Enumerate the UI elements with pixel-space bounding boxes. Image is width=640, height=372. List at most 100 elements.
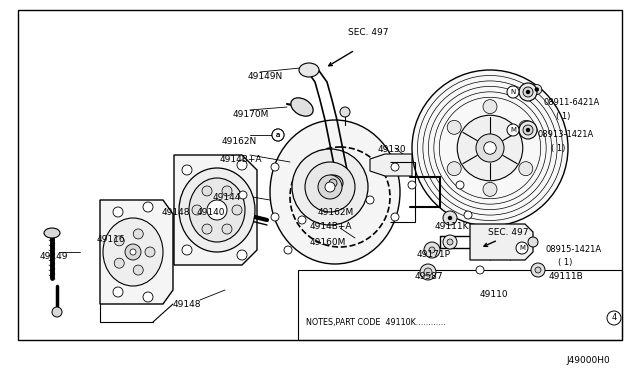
Circle shape xyxy=(202,224,212,234)
Circle shape xyxy=(325,182,335,192)
Circle shape xyxy=(535,88,538,91)
Ellipse shape xyxy=(291,98,313,116)
Circle shape xyxy=(239,191,247,199)
Text: 49149N: 49149N xyxy=(248,72,284,81)
Circle shape xyxy=(449,217,451,219)
Circle shape xyxy=(292,149,368,225)
Circle shape xyxy=(182,245,192,255)
Text: ( 1): ( 1) xyxy=(556,112,570,121)
Text: 49140: 49140 xyxy=(197,208,225,217)
Text: 49162M: 49162M xyxy=(318,208,355,217)
Text: 08913-1421A: 08913-1421A xyxy=(538,130,595,139)
Circle shape xyxy=(237,160,247,170)
Circle shape xyxy=(456,181,464,189)
Polygon shape xyxy=(100,200,173,304)
Text: 49171P: 49171P xyxy=(417,250,451,259)
Circle shape xyxy=(318,175,342,199)
Circle shape xyxy=(443,235,457,249)
Circle shape xyxy=(484,142,496,154)
Circle shape xyxy=(424,242,440,258)
Circle shape xyxy=(447,162,461,176)
Circle shape xyxy=(391,213,399,221)
Text: 08915-1421A: 08915-1421A xyxy=(545,245,601,254)
Text: 49148: 49148 xyxy=(173,300,202,309)
Circle shape xyxy=(133,229,143,239)
Circle shape xyxy=(305,162,355,212)
Circle shape xyxy=(535,267,541,273)
Circle shape xyxy=(391,163,399,171)
Circle shape xyxy=(363,153,387,177)
Circle shape xyxy=(528,237,538,247)
Circle shape xyxy=(237,250,247,260)
Circle shape xyxy=(207,200,227,220)
Circle shape xyxy=(476,266,484,274)
Circle shape xyxy=(271,163,279,171)
Circle shape xyxy=(340,107,350,117)
Circle shape xyxy=(519,83,537,101)
Text: 49130: 49130 xyxy=(378,145,406,154)
Text: 49110: 49110 xyxy=(480,290,509,299)
Circle shape xyxy=(272,129,284,141)
Circle shape xyxy=(443,211,457,225)
Circle shape xyxy=(143,292,153,302)
Polygon shape xyxy=(370,154,412,176)
Text: ( 1): ( 1) xyxy=(551,144,565,153)
Circle shape xyxy=(284,246,292,254)
Ellipse shape xyxy=(323,175,343,191)
Circle shape xyxy=(329,179,337,187)
Text: 49144: 49144 xyxy=(213,193,241,202)
Circle shape xyxy=(532,84,542,94)
Circle shape xyxy=(130,249,136,255)
Ellipse shape xyxy=(179,168,255,252)
Ellipse shape xyxy=(103,218,163,286)
Text: 4: 4 xyxy=(611,314,616,323)
Circle shape xyxy=(507,86,519,98)
Text: 49116: 49116 xyxy=(97,235,125,244)
Circle shape xyxy=(222,224,232,234)
Text: NOTES,PART CODE  49110K............: NOTES,PART CODE 49110K............ xyxy=(306,318,445,327)
Circle shape xyxy=(464,211,472,219)
Circle shape xyxy=(222,186,232,196)
Text: N: N xyxy=(510,89,516,95)
Circle shape xyxy=(182,165,192,175)
Ellipse shape xyxy=(270,120,400,264)
Circle shape xyxy=(519,121,537,139)
Text: 49160M: 49160M xyxy=(310,238,346,247)
Text: ( 1): ( 1) xyxy=(558,258,572,267)
Circle shape xyxy=(271,213,279,221)
Circle shape xyxy=(516,242,528,254)
Circle shape xyxy=(447,239,453,245)
Circle shape xyxy=(429,247,435,253)
Circle shape xyxy=(125,244,141,260)
Circle shape xyxy=(420,264,436,280)
Ellipse shape xyxy=(44,228,60,238)
Circle shape xyxy=(607,311,621,325)
Text: M: M xyxy=(519,245,525,251)
Circle shape xyxy=(424,268,432,276)
Circle shape xyxy=(483,182,497,196)
Circle shape xyxy=(232,205,242,215)
Circle shape xyxy=(113,207,123,217)
Text: a: a xyxy=(276,132,280,138)
Circle shape xyxy=(133,265,143,275)
Circle shape xyxy=(113,287,123,297)
Circle shape xyxy=(519,162,533,176)
Circle shape xyxy=(523,125,533,135)
Text: SEC. 497: SEC. 497 xyxy=(348,28,388,37)
Bar xyxy=(18,10,622,340)
Circle shape xyxy=(202,186,212,196)
Circle shape xyxy=(527,90,529,93)
Text: 08911-6421A: 08911-6421A xyxy=(543,98,599,107)
Circle shape xyxy=(145,247,155,257)
Ellipse shape xyxy=(299,63,319,77)
Text: 49149: 49149 xyxy=(40,252,68,261)
Circle shape xyxy=(507,124,519,136)
Circle shape xyxy=(272,129,284,141)
Text: J49000H0: J49000H0 xyxy=(566,356,610,365)
Text: SEC. 497: SEC. 497 xyxy=(488,228,529,237)
Circle shape xyxy=(523,87,533,97)
Circle shape xyxy=(412,70,568,226)
Text: 49162N: 49162N xyxy=(222,137,257,146)
Circle shape xyxy=(366,196,374,204)
Circle shape xyxy=(519,120,533,134)
